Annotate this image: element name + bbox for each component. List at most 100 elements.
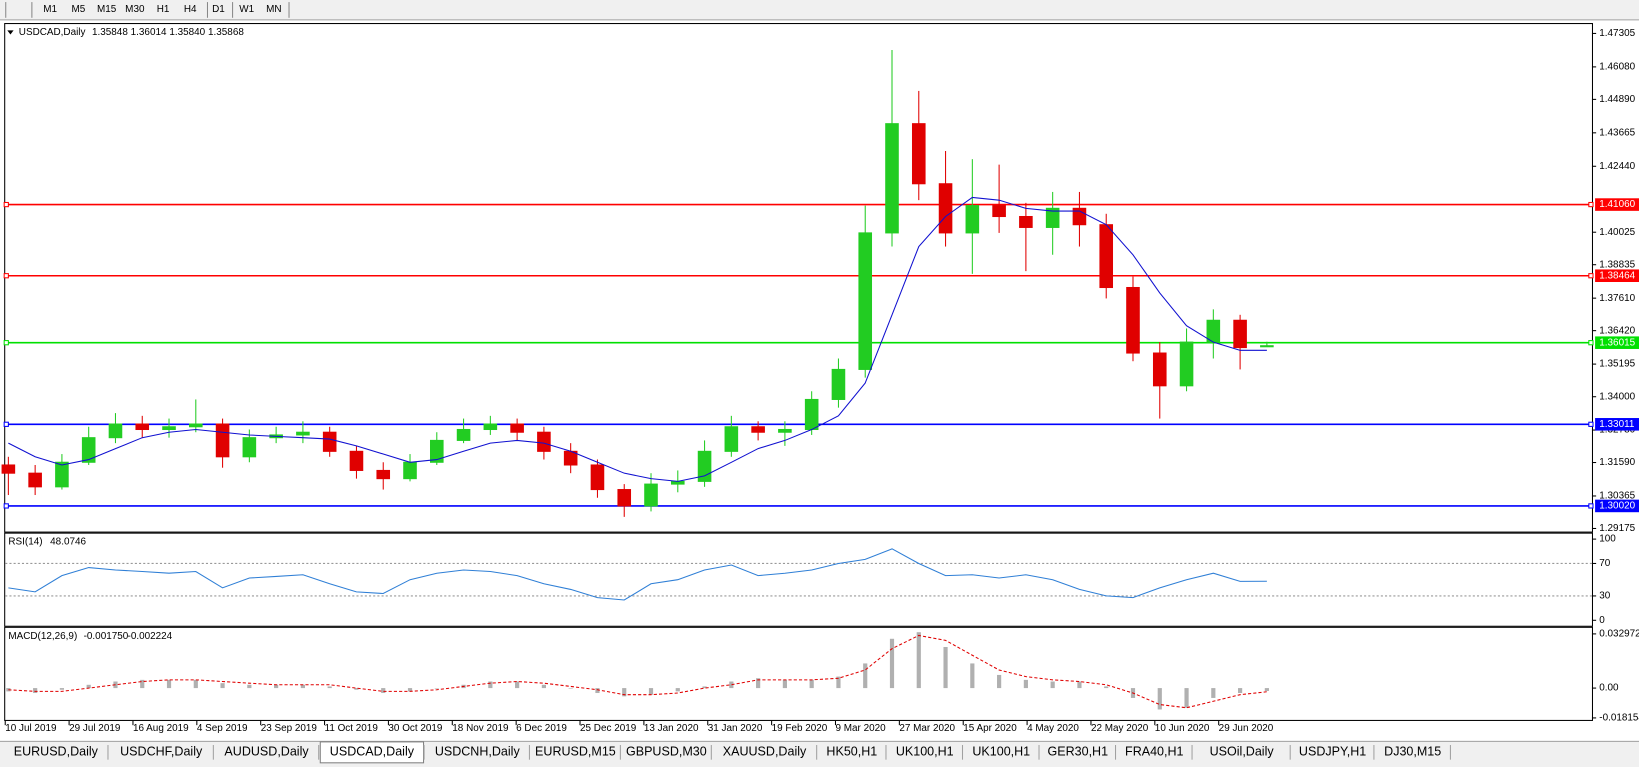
timeframe-button[interactable]: D1 xyxy=(212,4,225,15)
tab[interactable]: USOil,Daily xyxy=(1193,743,1291,761)
rsi-panel xyxy=(4,532,1594,627)
tab-label[interactable]: XAUUSD,Daily xyxy=(723,745,807,759)
tab[interactable]: USDCAD,Daily xyxy=(319,741,425,764)
level-handle[interactable] xyxy=(3,421,9,427)
tab-background xyxy=(425,743,529,761)
tab-label[interactable]: UK100,H1 xyxy=(972,745,1030,759)
level-handle[interactable] xyxy=(1588,201,1594,208)
level-label: 1.41060 xyxy=(1599,199,1635,210)
macd-bar xyxy=(702,686,707,689)
tab-label[interactable]: EURUSD,M15 xyxy=(535,745,616,759)
tab-background xyxy=(712,743,817,761)
tab-background xyxy=(1040,743,1116,761)
macd-bar xyxy=(33,688,38,694)
date-label: 22 May 2020 xyxy=(1091,723,1149,734)
tab[interactable]: USDCNH,Daily xyxy=(425,743,530,761)
macd-tick-label: 0.00 xyxy=(1599,683,1619,694)
tab[interactable]: EURUSD,Daily xyxy=(4,743,109,761)
symbol-label: USDCAD,Daily xyxy=(19,27,86,38)
tab-label[interactable]: EURUSD,Daily xyxy=(14,745,99,759)
date-label: 29 Jun 2020 xyxy=(1219,723,1274,734)
candle-body xyxy=(28,472,42,488)
timeframe-button[interactable]: W1 xyxy=(239,4,254,15)
date-label: 11 Oct 2019 xyxy=(325,723,379,734)
level-label-box xyxy=(1595,336,1639,349)
price-tick-label: 1.46080 xyxy=(1599,62,1635,73)
date-label: 29 Jul 2019 xyxy=(69,723,121,734)
candle-body xyxy=(590,464,605,491)
tab-background xyxy=(818,743,886,761)
candle-body xyxy=(724,426,739,452)
tab[interactable]: DJ30,M15 xyxy=(1375,743,1451,761)
candle-body xyxy=(751,426,765,433)
tab-label[interactable]: USDCNH,Daily xyxy=(435,745,521,759)
price-tick-label: 1.47305 xyxy=(1599,28,1635,39)
candle-body xyxy=(403,461,417,480)
macd-bar xyxy=(6,688,11,692)
level-handle[interactable] xyxy=(1588,503,1594,509)
tab[interactable]: UK100,H1 xyxy=(964,743,1040,761)
macd-bar xyxy=(1184,688,1189,708)
tab-label[interactable]: GBPUSD,M30 xyxy=(626,745,707,759)
candle-body xyxy=(1260,345,1274,348)
tab-label[interactable]: UK100,H1 xyxy=(896,745,954,759)
level-handle[interactable] xyxy=(3,340,9,346)
tab-background xyxy=(4,743,108,761)
candle-body xyxy=(349,450,364,471)
candle-body xyxy=(1045,207,1060,228)
macd-bar xyxy=(247,684,252,689)
tab-label[interactable]: USDJPY,H1 xyxy=(1299,745,1366,759)
date-label: 30 Oct 2019 xyxy=(388,723,443,734)
timeframe-button[interactable]: MN xyxy=(266,4,281,15)
tab[interactable]: EURUSD,M15 xyxy=(531,743,621,761)
level-handle[interactable] xyxy=(3,201,9,208)
tab[interactable]: GER30,H1 xyxy=(1040,743,1117,761)
price-tick-label: 1.43665 xyxy=(1599,127,1635,138)
tab-label[interactable]: FRA40,H1 xyxy=(1125,745,1184,759)
rsi-tick-label: 30 xyxy=(1599,591,1611,602)
candle-body xyxy=(911,123,926,185)
tab[interactable]: USDJPY,H1 xyxy=(1291,743,1375,761)
tab-label[interactable]: USDCAD,Daily xyxy=(330,745,415,759)
date-label: 10 Jul 2019 xyxy=(5,723,57,734)
header-arrow[interactable] xyxy=(7,30,14,35)
timeframe-button[interactable]: M1 xyxy=(43,4,57,15)
macd-bar xyxy=(274,684,279,689)
timeframe-button[interactable]: H4 xyxy=(184,4,197,15)
date-label: 13 Jan 2020 xyxy=(644,723,699,734)
price-tick-label: 1.37610 xyxy=(1599,293,1635,304)
tab-background xyxy=(214,743,319,761)
rsi-line xyxy=(8,548,1267,601)
tab[interactable]: XAUUSD,Daily xyxy=(712,743,818,761)
macd-bar xyxy=(166,679,172,689)
tab[interactable]: FRA40,H1 xyxy=(1117,743,1193,761)
tab-label[interactable]: GER30,H1 xyxy=(1048,745,1109,759)
tab[interactable]: AUDUSD,Daily xyxy=(214,743,320,761)
timeframe-button[interactable]: M30 xyxy=(125,4,145,15)
candle-body xyxy=(108,423,123,439)
timeframe-button[interactable]: H1 xyxy=(157,4,170,15)
candle-body xyxy=(322,431,337,452)
tab[interactable]: USDCHF,Daily xyxy=(109,743,214,761)
tab[interactable]: GBPUSD,M30 xyxy=(621,743,712,761)
timeframe-button[interactable]: M5 xyxy=(72,4,86,15)
candle-body xyxy=(1152,352,1167,387)
rsi-tick-label: 70 xyxy=(1599,558,1611,569)
level-handle[interactable] xyxy=(1588,340,1594,346)
tab-label[interactable]: USDCHF,Daily xyxy=(120,745,203,759)
tab-label[interactable]: AUDUSD,Daily xyxy=(224,745,309,759)
level-handle[interactable] xyxy=(3,273,9,279)
macd-bar xyxy=(756,678,761,689)
level-label: 1.36015 xyxy=(1599,337,1635,348)
tab-label[interactable]: DJ30,M15 xyxy=(1384,745,1441,759)
tab[interactable]: HK50,H1 xyxy=(818,743,887,761)
candle-body xyxy=(992,205,1006,218)
timeframe-button[interactable]: M15 xyxy=(97,4,117,15)
level-handle[interactable] xyxy=(1588,273,1594,279)
level-handle[interactable] xyxy=(3,503,9,509)
tab-label[interactable]: USOil,Daily xyxy=(1210,745,1275,759)
level-label-box xyxy=(1595,269,1639,283)
tab[interactable]: UK100,H1 xyxy=(887,743,964,761)
level-handle[interactable] xyxy=(1588,421,1594,427)
tab-label[interactable]: HK50,H1 xyxy=(826,745,877,759)
